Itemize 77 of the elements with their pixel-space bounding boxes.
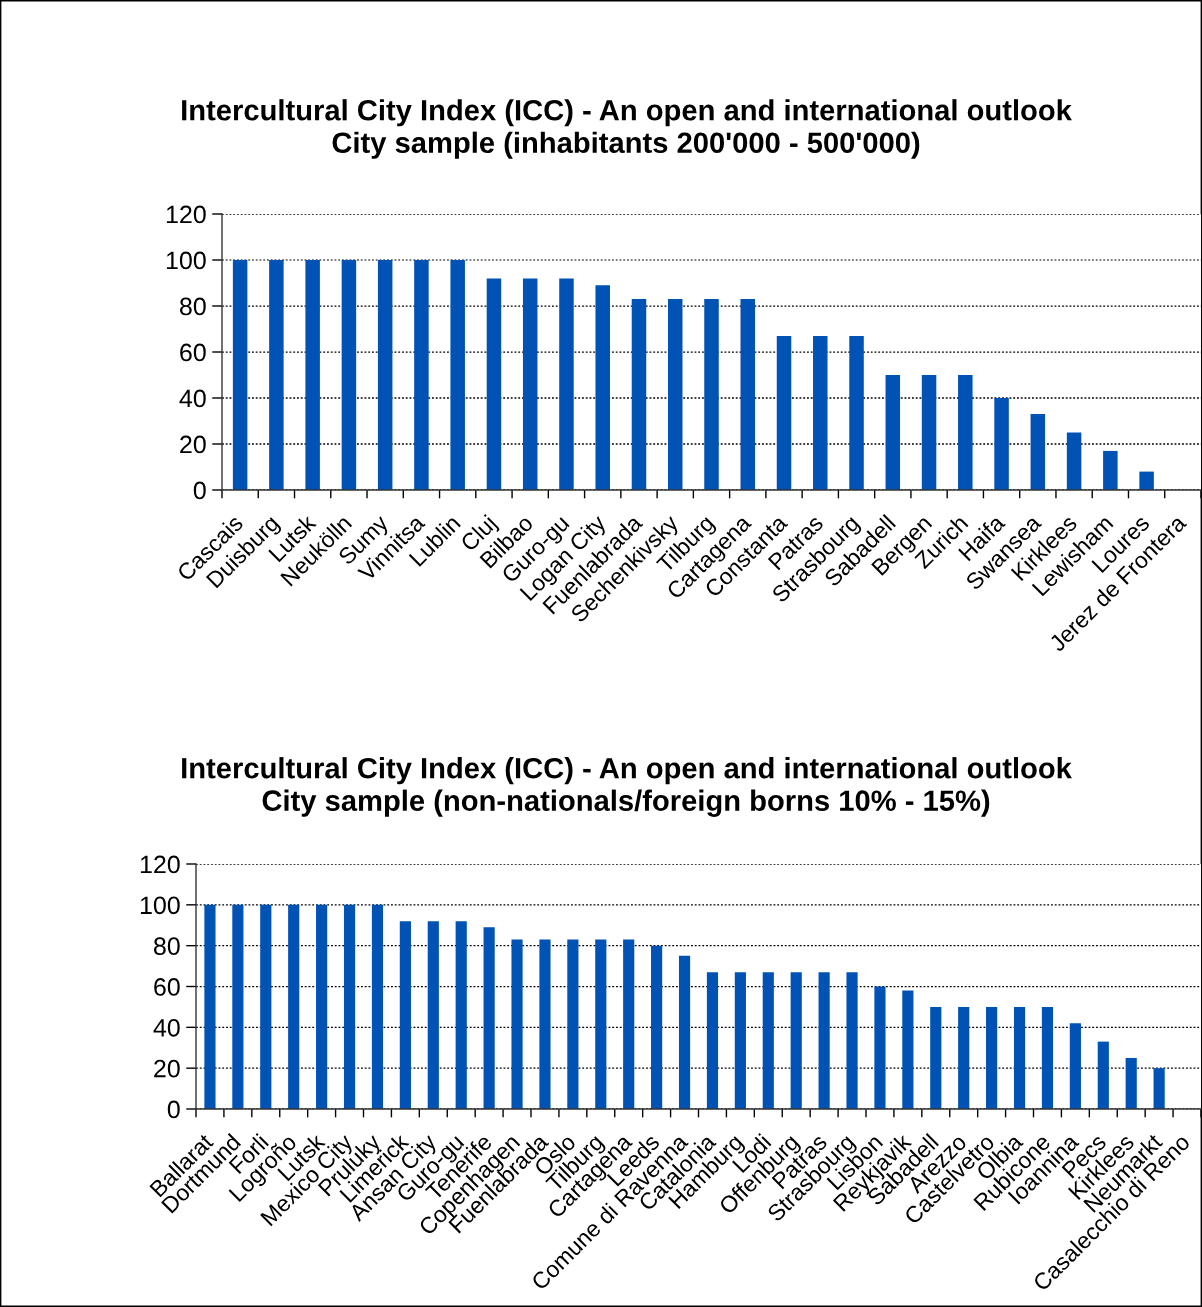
- bar: [567, 939, 579, 1109]
- bar: [269, 260, 284, 490]
- bar: [511, 939, 523, 1109]
- bar: [678, 955, 691, 1109]
- bar: [921, 375, 937, 490]
- bar: [288, 904, 300, 1109]
- bar: [958, 1006, 970, 1109]
- bar: [486, 278, 502, 490]
- bar: [651, 945, 663, 1109]
- bar: [595, 939, 607, 1109]
- y-tick-label: 20: [154, 1059, 180, 1078]
- bar: [930, 1006, 942, 1109]
- bar: [740, 299, 756, 490]
- bar: [994, 398, 1009, 490]
- bar: [399, 921, 411, 1109]
- bar: [818, 972, 830, 1109]
- y-tick-label: 0: [167, 1100, 180, 1119]
- bar: [885, 375, 901, 490]
- bar: [631, 299, 647, 490]
- bar: [483, 927, 495, 1109]
- bar: [623, 939, 635, 1109]
- bar: [450, 260, 465, 490]
- bar: [902, 990, 914, 1109]
- bar: [343, 904, 356, 1109]
- y-tick-label: 100: [166, 251, 206, 270]
- bar: [232, 260, 248, 490]
- bar: [734, 972, 746, 1109]
- bar: [414, 260, 429, 490]
- y-tick-label: 40: [153, 1018, 180, 1037]
- bar: [849, 335, 864, 490]
- chart-title: Intercultural City Index (ICC) - An open and international outlook City sample (non-nationals/foreign borns 10% - 15%): [182, 757, 1072, 817]
- bar: [790, 972, 802, 1109]
- bar: [958, 375, 973, 490]
- bar: [1097, 1041, 1109, 1109]
- y-tick-label: 80: [154, 937, 180, 955]
- bar: [986, 1006, 998, 1109]
- bar: [341, 260, 357, 490]
- y-tick-label: 120: [140, 855, 180, 874]
- bar: [1069, 1023, 1081, 1109]
- bar: [305, 260, 320, 490]
- bar: [1153, 1068, 1165, 1109]
- bar: [377, 260, 393, 490]
- y-tick-label: 120: [166, 205, 206, 224]
- bar: [874, 986, 886, 1109]
- bar: [776, 335, 792, 490]
- bar: [1125, 1057, 1137, 1109]
- bar: [704, 299, 719, 490]
- bar: [232, 904, 244, 1109]
- y-tick-label: 0: [193, 481, 206, 500]
- bar: [1139, 471, 1154, 490]
- bar: [427, 921, 439, 1109]
- bar: [522, 278, 538, 490]
- y-tick-label: 100: [140, 896, 180, 915]
- bar: [1030, 414, 1046, 490]
- bar: [1041, 1006, 1054, 1109]
- bar: [1013, 1006, 1026, 1109]
- bar: [1103, 450, 1118, 490]
- bar: [559, 278, 574, 490]
- bar: [1066, 432, 1082, 490]
- bar: [260, 904, 272, 1109]
- bar: [204, 904, 216, 1109]
- y-tick-label: 20: [180, 435, 206, 454]
- bar: [539, 939, 551, 1109]
- bar: [595, 285, 610, 490]
- y-tick-label: 40: [179, 389, 206, 408]
- bar: [813, 335, 828, 490]
- bar: [667, 299, 683, 490]
- y-tick-label: 60: [154, 978, 180, 996]
- bar: [706, 972, 719, 1109]
- bar: [371, 904, 384, 1109]
- bar: [762, 972, 774, 1109]
- chart-title: Intercultural City Index (ICC) - An open and international outlook City sample (inhabitants 200'000 - 500'000): [182, 99, 1072, 159]
- y-tick-label: 60: [180, 343, 206, 362]
- y-tick-label: 80: [180, 297, 206, 316]
- bar: [455, 921, 467, 1109]
- bar: [846, 972, 858, 1109]
- bar: [316, 904, 328, 1109]
